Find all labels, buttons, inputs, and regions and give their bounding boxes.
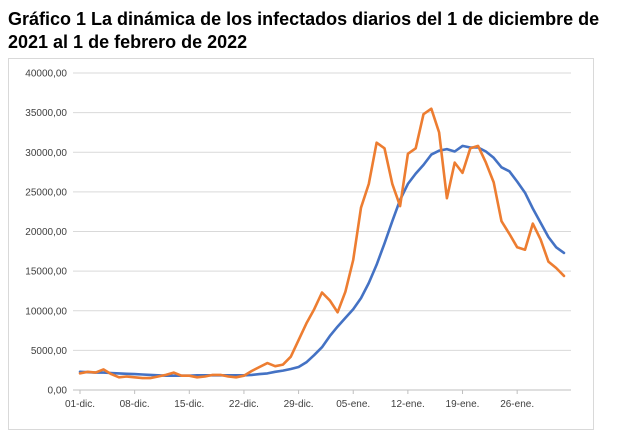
page-title: Gráfico 1 La dinámica de los infectados … xyxy=(8,9,600,52)
chart-frame: 0,00 5000,00 10000,00 15000,00 20000,00 25000… xyxy=(8,58,594,430)
x-tick-label: 29-dic. xyxy=(284,399,314,410)
y-tick-label: 20000,00 xyxy=(25,227,67,238)
series-line-2 xyxy=(78,107,566,380)
x-tick-label: 01-dic. xyxy=(65,399,95,410)
series-line-1 xyxy=(78,144,566,378)
y-tick-label: 35000,00 xyxy=(25,108,67,119)
y-tick-label: 40000,00 xyxy=(25,69,67,80)
x-tick-label: 08-dic. xyxy=(120,399,150,410)
x-tick-label: 05-ene. xyxy=(336,399,370,410)
x-tick-label: 15-dic. xyxy=(174,399,204,410)
y-tick-label: 30000,00 xyxy=(25,148,67,159)
y-tick-label: 25000,00 xyxy=(25,187,67,198)
line-chart: 0,00 5000,00 10000,00 15000,00 20000,00 25000… xyxy=(25,69,571,410)
y-tick-label: 5000,00 xyxy=(31,346,68,357)
x-tick-label: 19-ene. xyxy=(446,399,480,410)
y-tick-label: 0,00 xyxy=(48,386,68,397)
x-tick-label: 12-ene. xyxy=(391,399,425,410)
y-tick-label: 10000,00 xyxy=(25,306,67,317)
x-tick-label: 26-ene. xyxy=(500,399,534,410)
x-tick-label: 22-dic. xyxy=(229,399,259,410)
y-tick-label: 15000,00 xyxy=(25,267,67,278)
